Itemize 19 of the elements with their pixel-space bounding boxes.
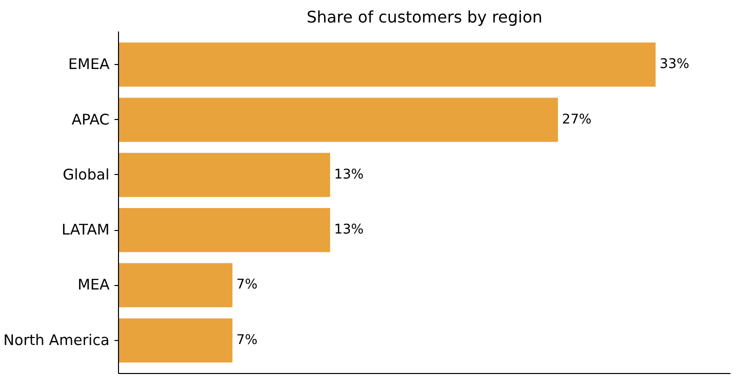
y-tick-label: LATAM xyxy=(62,222,110,239)
bar xyxy=(118,42,656,87)
chart-title: Share of customers by region xyxy=(306,8,542,26)
y-tick-label: North America xyxy=(3,332,110,349)
bar xyxy=(118,263,232,308)
y-tick-label: Global xyxy=(62,166,110,184)
y-tick-label: MEA xyxy=(78,276,110,294)
data-label: 27% xyxy=(562,112,592,128)
data-label: 7% xyxy=(236,332,258,348)
data-label: 7% xyxy=(236,278,258,293)
bar xyxy=(118,318,232,362)
bar xyxy=(118,98,558,142)
data-label: 13% xyxy=(334,167,364,182)
y-tick-label: EMEA xyxy=(68,56,110,74)
bar xyxy=(118,208,330,252)
data-label: 33% xyxy=(660,57,690,72)
data-label: 13% xyxy=(334,222,364,238)
y-tick-label: APAC xyxy=(72,111,110,128)
bar xyxy=(118,152,330,197)
